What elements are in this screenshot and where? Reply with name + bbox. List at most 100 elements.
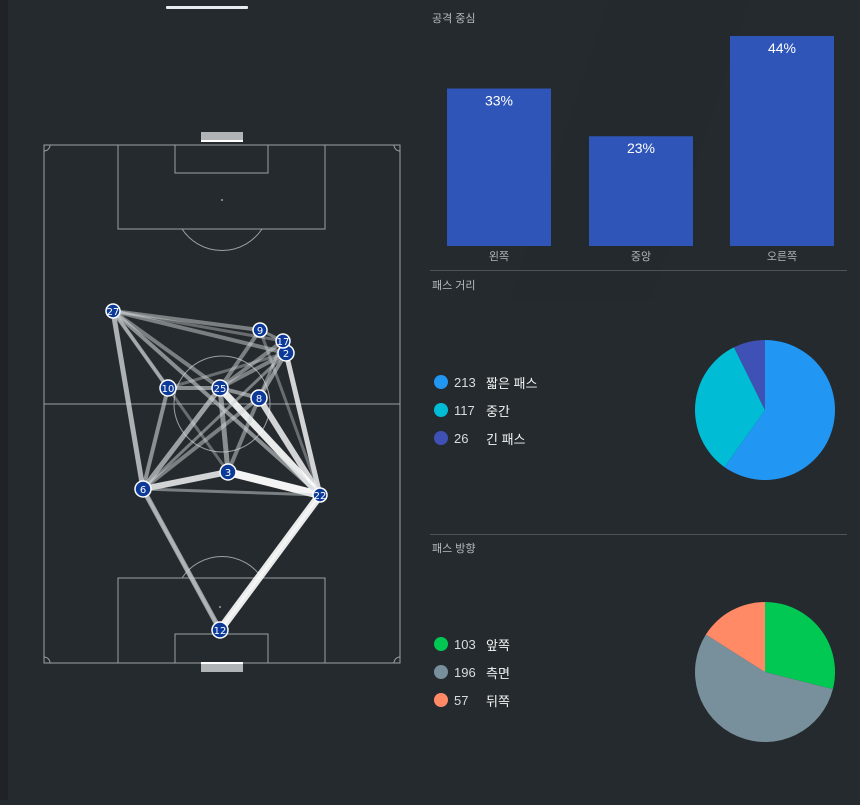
player-node-3[interactable]: 3 <box>219 463 237 481</box>
pass-3-25 <box>217 387 231 473</box>
bar-2 <box>730 36 834 246</box>
attack-focus-title: 공격 중심 <box>432 13 476 25</box>
player-node-10[interactable]: 10 <box>159 379 177 397</box>
legend-dot <box>434 403 448 417</box>
player-node-25[interactable]: 25 <box>211 379 229 397</box>
player-number: 17 <box>277 337 290 348</box>
bar-category-label: 오른쪽 <box>767 250 797 263</box>
divider <box>430 534 847 535</box>
pass-distance-slice-0 <box>724 340 835 480</box>
bars-group: 33% 왼쪽 23% 중앙 44% 오른쪽 <box>447 36 834 263</box>
pass-6-8 <box>141 396 261 491</box>
pass-3-22 <box>227 468 321 499</box>
pass-27-22 <box>111 309 322 497</box>
legend-dot <box>434 375 448 389</box>
player-node-12[interactable]: 12 <box>211 621 229 639</box>
pass-direction-slice-2 <box>705 602 765 672</box>
pass-25-9 <box>218 328 262 390</box>
pass-distance-title: 패스 거리 <box>432 280 476 292</box>
player-node-27[interactable]: 27 <box>105 303 121 319</box>
legend-count: 196 <box>454 664 476 680</box>
pass-6-10 <box>141 387 170 490</box>
player-number: 25 <box>214 384 227 395</box>
penalty-spot-top <box>221 199 223 201</box>
pass-9-22 <box>258 329 322 496</box>
active-tab-indicator <box>166 6 248 9</box>
bar-0 <box>447 88 551 246</box>
pass-6-25 <box>141 386 222 491</box>
player-number: 9 <box>257 326 263 337</box>
left-edge <box>0 0 8 800</box>
pass-27-10 <box>111 309 170 390</box>
legend-count: 213 <box>454 374 476 390</box>
pass-25-22 <box>217 385 323 498</box>
pass-lines <box>110 309 324 633</box>
legend-label: 긴 패스 <box>486 431 526 447</box>
legend-item-short: 213 짧은 패스 <box>434 368 537 396</box>
player-node-17[interactable]: 17 <box>275 333 291 349</box>
pass-3-8 <box>226 397 261 473</box>
legend-dot <box>434 431 448 445</box>
divider <box>430 270 847 271</box>
pass-direction-slice-1 <box>695 634 833 742</box>
pass-distance-legend: 213 짧은 패스 117 중간 26 긴 패스 <box>434 368 537 452</box>
bar-value-label: 23% <box>627 140 655 156</box>
pass-2-22 <box>283 352 323 496</box>
bar-value-label: 44% <box>768 40 796 56</box>
player-node-8[interactable]: 8 <box>250 389 268 407</box>
legend-item-medium: 117 중간 <box>434 396 537 424</box>
legend-label: 짧은 패스 <box>486 375 538 391</box>
pass-direction-legend: 103 앞쪽 196 측면 57 뒤쪽 <box>434 630 510 714</box>
player-number: 27 <box>107 307 120 318</box>
legend-count: 103 <box>454 636 476 652</box>
legend-item-sideways: 196 측면 <box>434 658 510 686</box>
pass-25-17 <box>218 339 285 390</box>
penalty-spot-bottom <box>219 606 221 608</box>
bar-category-label: 중앙 <box>631 250 651 263</box>
legend-dot <box>434 665 448 679</box>
player-nodes: 12 2 3 6 8 10 <box>105 303 328 639</box>
pass-distance-slice-1 <box>695 347 765 468</box>
legend-dot <box>434 637 448 651</box>
bar-category-label: 왼쪽 <box>489 249 509 263</box>
player-number: 3 <box>225 468 231 479</box>
pass-27-25 <box>111 309 222 390</box>
legend-label: 뒤쪽 <box>486 693 510 709</box>
pass-distance-slice-2 <box>733 340 765 410</box>
goal-bottom <box>201 663 243 672</box>
bar-1 <box>589 136 693 246</box>
player-number: 22 <box>314 491 327 502</box>
legend-label: 앞쪽 <box>486 637 510 653</box>
player-number: 6 <box>140 485 146 496</box>
pass-distance-pie <box>695 340 835 480</box>
pass-direction-title: 패스 방향 <box>432 543 476 555</box>
legend-dot <box>434 693 448 707</box>
legend-count: 117 <box>454 402 475 418</box>
player-number: 10 <box>162 384 175 395</box>
pass-17-22 <box>281 340 322 496</box>
player-node-6[interactable]: 6 <box>134 480 152 498</box>
legend-count: 57 <box>454 692 469 708</box>
pass-direction-pie <box>695 602 835 742</box>
bar-value-label: 33% <box>485 93 513 109</box>
pass-network: 12 2 3 6 8 10 <box>0 0 420 800</box>
pass-6-2 <box>141 351 288 491</box>
legend-item-backward: 57 뒤쪽 <box>434 686 510 714</box>
legend-label: 중간 <box>486 403 510 419</box>
pass-8-22 <box>256 396 323 497</box>
player-node-22[interactable]: 22 <box>312 487 328 503</box>
pass-6-3 <box>142 469 229 492</box>
attack-focus-bar-chart: 33% 왼쪽 23% 중앙 44% 오른쪽 <box>447 36 834 263</box>
pass-27-9 <box>112 309 261 332</box>
pass-6-12 <box>140 487 223 632</box>
legend-item-forward: 103 앞쪽 <box>434 630 510 658</box>
player-number: 8 <box>256 394 262 405</box>
legend-count: 26 <box>454 430 469 446</box>
player-node-9[interactable]: 9 <box>252 322 268 338</box>
pass-22-12 <box>218 494 322 631</box>
pass-27-2 <box>112 309 287 355</box>
pass-12-6 <box>141 488 222 631</box>
pitch-svg: 12 2 3 6 8 10 <box>43 132 401 672</box>
legend-item-long: 26 긴 패스 <box>434 424 537 452</box>
pass-direction-slice-0 <box>765 602 835 690</box>
